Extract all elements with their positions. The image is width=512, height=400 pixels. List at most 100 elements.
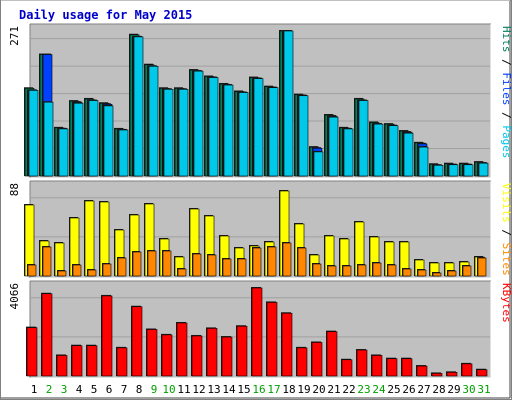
day-label-8: 8 (136, 383, 143, 396)
bar-visits-day-5 (84, 200, 95, 277)
bar-sites-day-31 (477, 257, 487, 277)
day-label-18: 18 (282, 383, 295, 396)
day-label-1: 1 (31, 383, 38, 396)
bar-kbytes-day-28 (431, 373, 443, 377)
bar-pages-day-8 (133, 36, 144, 177)
day-label-10: 10 (162, 383, 175, 396)
bar-kbytes-day-24 (371, 355, 383, 377)
bar-sites-day-20 (312, 263, 322, 277)
bar-kbytes-day-29 (446, 372, 458, 377)
day-label-17: 17 (267, 383, 280, 396)
bar-sites-day-21 (327, 265, 337, 277)
legend-visits-sites: Visits / Sites (500, 183, 512, 276)
bar-sites-day-9 (147, 250, 157, 277)
bar-sites-day-13 (207, 254, 217, 277)
panel-kbytes (26, 280, 492, 379)
bar-sites-day-2 (42, 246, 52, 277)
bar-kbytes-day-17 (266, 302, 278, 377)
bar-pages-day-25 (388, 125, 399, 177)
bar-pages-day-6 (103, 105, 114, 177)
bar-sites-day-8 (132, 251, 142, 277)
bar-kbytes-day-30 (461, 363, 473, 377)
bar-kbytes-day-5 (86, 345, 98, 377)
day-label-15: 15 (237, 383, 250, 396)
bar-kbytes-day-16 (251, 287, 263, 377)
legend-item-files: Files (500, 72, 512, 105)
bar-pages-day-17 (268, 87, 279, 177)
bar-pages-day-4 (73, 102, 84, 177)
bar-kbytes-day-7 (116, 347, 128, 377)
day-label-28: 28 (432, 383, 445, 396)
bar-pages-day-12 (193, 70, 204, 177)
day-label-26: 26 (402, 383, 415, 396)
bar-kbytes-day-23 (356, 349, 368, 377)
day-label-29: 29 (447, 383, 460, 396)
bar-pages-day-10 (163, 89, 174, 177)
day-label-9: 9 (151, 383, 158, 396)
legend-hits-files-pages: Hits / Files / Pages (500, 26, 512, 159)
bar-sites-day-14 (222, 258, 232, 277)
bar-sites-day-7 (117, 257, 127, 277)
bar-pages-day-26 (403, 132, 414, 177)
legend-item-visits: Visits (500, 183, 512, 223)
bar-kbytes-day-9 (146, 329, 158, 377)
day-label-21: 21 (327, 383, 340, 396)
bar-kbytes-day-2 (41, 293, 53, 377)
bar-kbytes-day-11 (176, 322, 188, 377)
day-label-13: 13 (207, 383, 220, 396)
bar-sites-day-23 (357, 264, 367, 277)
bar-kbytes-day-26 (401, 358, 413, 377)
bar-sites-day-11 (177, 268, 187, 277)
day-label-30: 30 (462, 383, 475, 396)
day-label-2: 2 (46, 383, 53, 396)
bar-sites-day-30 (462, 265, 472, 277)
day-label-14: 14 (222, 383, 236, 396)
bar-pages-day-14 (223, 84, 234, 177)
panel-hits-files-pages (24, 23, 492, 179)
bar-pages-day-24 (373, 123, 384, 177)
bar-pages-day-20 (313, 151, 324, 177)
bar-kbytes-day-21 (326, 331, 338, 377)
bar-kbytes-day-19 (296, 347, 308, 377)
bar-sites-day-3 (57, 270, 67, 277)
bar-pages-day-31 (478, 162, 489, 177)
legend-kbytes: KBytes (500, 283, 512, 323)
legend-separator: / (500, 223, 512, 243)
bar-kbytes-day-31 (476, 369, 488, 377)
day-label-19: 19 (297, 383, 310, 396)
day-label-3: 3 (61, 383, 68, 396)
day-label-23: 23 (357, 383, 370, 396)
bar-pages-day-9 (148, 66, 159, 177)
legend-item-sites: Sites (500, 243, 512, 276)
bar-pages-day-21 (328, 116, 339, 177)
bar-pages-day-23 (358, 100, 369, 177)
day-label-31: 31 (477, 383, 490, 396)
bar-sites-day-16 (252, 247, 262, 277)
bar-sites-day-4 (72, 264, 82, 277)
day-label-11: 11 (177, 383, 190, 396)
chart-title: Daily usage for May 2015 (19, 8, 192, 22)
bar-sites-day-10 (162, 250, 172, 277)
bar-pages-day-27 (418, 146, 429, 177)
bar-sites-day-26 (402, 268, 412, 277)
bar-kbytes-day-27 (416, 365, 428, 377)
bar-sites-day-15 (237, 258, 247, 277)
bar-kbytes-day-15 (236, 325, 248, 377)
bar-pages-day-7 (118, 129, 129, 177)
day-label-22: 22 (342, 383, 355, 396)
y-max-label: 271 (8, 26, 21, 46)
day-label-4: 4 (76, 383, 83, 396)
day-label-24: 24 (372, 383, 386, 396)
day-label-20: 20 (312, 383, 325, 396)
bar-sites-day-18 (282, 242, 292, 277)
bar-sites-day-25 (387, 264, 397, 277)
bar-pages-day-30 (463, 164, 474, 177)
bar-kbytes-day-12 (191, 335, 203, 377)
bar-sites-day-28 (432, 272, 442, 277)
bar-sites-day-29 (447, 270, 457, 277)
legend-item-hits: Hits (500, 26, 512, 53)
bar-sites-day-27 (417, 269, 427, 277)
day-label-12: 12 (192, 383, 205, 396)
bar-sites-day-5 (87, 269, 97, 277)
